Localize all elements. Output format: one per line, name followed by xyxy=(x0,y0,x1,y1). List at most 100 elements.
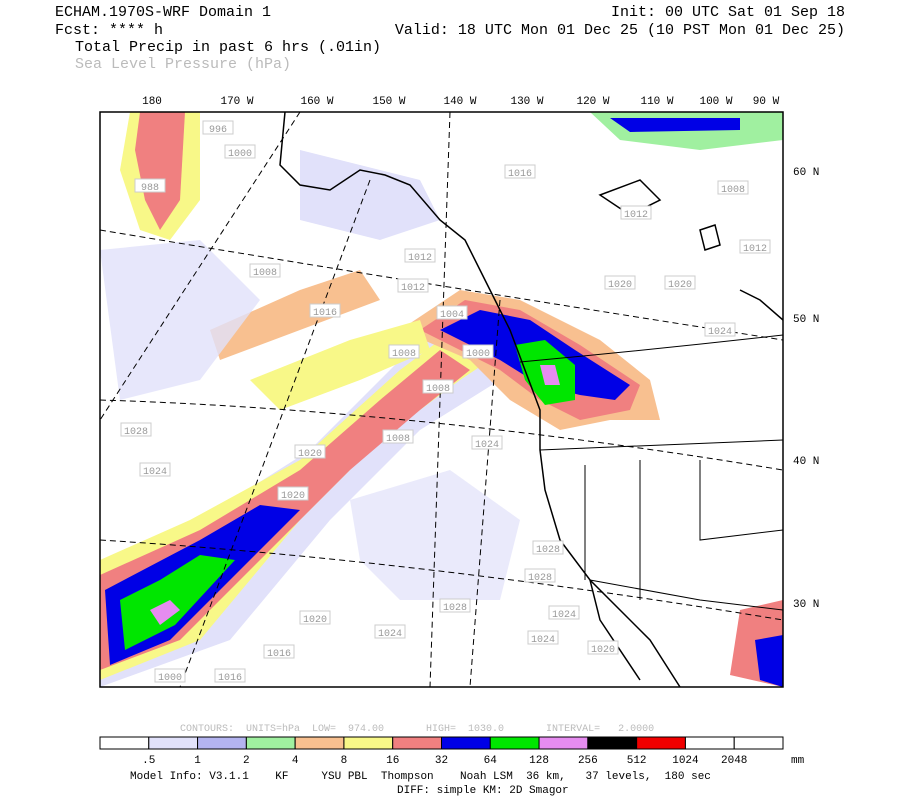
contour-label: 1008 xyxy=(253,268,277,279)
precip xyxy=(100,112,783,687)
contour-label-box xyxy=(374,624,406,639)
contour-label-box xyxy=(739,239,771,254)
contour-label-box xyxy=(471,435,503,450)
colorbar-swatch xyxy=(733,736,784,750)
colorbar-label: 8 xyxy=(341,755,348,767)
contour-label: 1016 xyxy=(267,649,291,660)
contour-label: 1024 xyxy=(552,610,576,621)
colorbar-swatch xyxy=(343,736,394,750)
colorbar-label: 2048 xyxy=(721,755,747,767)
contour-label-box xyxy=(214,668,246,683)
colorbar-label: 1 xyxy=(194,755,201,767)
field-precip: Total Precip in past 6 hrs (.01in) xyxy=(75,39,381,56)
longitude-label: 150 W xyxy=(372,96,405,108)
init-time: Init: 00 UTC Sat 01 Sep 18 xyxy=(611,4,845,21)
contour-label-box xyxy=(462,344,494,359)
contour-label-box xyxy=(664,275,696,290)
contour-label: 996 xyxy=(209,125,227,136)
longitude-label: 120 W xyxy=(576,96,609,108)
longitude-label: 100 W xyxy=(699,96,732,108)
borders xyxy=(519,334,783,611)
contour-label: 1012 xyxy=(743,244,767,255)
contour-label-box xyxy=(154,668,186,683)
colorbar-label: 32 xyxy=(435,755,448,767)
contour-label: 1020 xyxy=(668,280,692,291)
contour-label-box xyxy=(388,344,420,359)
contour-label-box xyxy=(717,180,749,195)
colorbar-label: 16 xyxy=(386,755,399,767)
latitude-label: 50 N xyxy=(793,314,819,326)
latitude-label: 30 N xyxy=(793,599,819,611)
contour-label: 1020 xyxy=(591,645,615,656)
contour-label-box xyxy=(620,205,652,220)
colorbar-swatch xyxy=(441,736,491,750)
footer-model: Model Info: V3.1.1 KF YSU PBL Thompson N… xyxy=(130,771,711,783)
colorbar-label: 256 xyxy=(578,755,598,767)
contour-label: 1024 xyxy=(378,629,402,640)
colorbar-swatch xyxy=(636,736,686,750)
colorbar-swatch xyxy=(538,736,589,750)
contour-label: 1016 xyxy=(313,308,337,319)
colorbar-label: 64 xyxy=(484,755,498,767)
contour-label-box xyxy=(504,164,536,179)
contour-label-box xyxy=(134,178,166,193)
contour-label: 1028 xyxy=(536,545,560,556)
forecast-hour: Fcst: **** h xyxy=(55,22,163,39)
colorbar-label: 512 xyxy=(627,755,647,767)
contour-label: 1000 xyxy=(158,673,182,684)
contour-label-box xyxy=(397,278,429,293)
contour-label: 1024 xyxy=(531,635,555,646)
contour-label-box xyxy=(120,422,152,437)
contour-label-box xyxy=(532,540,564,555)
contour-label: 1028 xyxy=(124,427,148,438)
colorbar-unit: mm xyxy=(791,755,805,767)
contour-label: 988 xyxy=(141,183,159,194)
contour-label-box xyxy=(524,568,556,583)
field-pressure: Sea Level Pressure (hPa) xyxy=(75,56,291,73)
coastline xyxy=(279,112,783,687)
contour-label-box xyxy=(249,263,281,278)
colorbar: .5 1 2 4 8 16 32 64 128 256 512 1024 2048 mm xyxy=(99,736,805,767)
colorbar-swatch xyxy=(294,736,345,750)
contour-label: 1016 xyxy=(218,673,242,684)
colorbar-label: 4 xyxy=(292,755,299,767)
contour-label-box xyxy=(382,429,414,444)
map: 996 1000 988 1016 1012 1008 1012 1012 1012 1020 10… xyxy=(99,111,784,688)
contour-label: 1008 xyxy=(721,185,745,196)
colorbar-swatch xyxy=(489,736,540,750)
longitude-label: 180 xyxy=(142,96,162,108)
contour-label-box xyxy=(604,275,636,290)
longitude-label: 160 W xyxy=(300,96,333,108)
contour-label: 1004 xyxy=(440,310,464,321)
contour-label-box xyxy=(277,486,309,501)
contour-label: 1012 xyxy=(624,210,648,221)
contour-label-box xyxy=(439,598,471,613)
contour-label: 1000 xyxy=(228,149,252,160)
contour-label-box xyxy=(548,605,580,620)
contour-label: 1028 xyxy=(528,573,552,584)
contour-label: 1020 xyxy=(303,615,327,626)
contour-label-box xyxy=(309,303,341,318)
contour-label: 1024 xyxy=(708,327,732,338)
contour-label-box xyxy=(224,144,256,159)
contour-label: 1008 xyxy=(426,384,450,395)
valid-time: Valid: 18 UTC Mon 01 Dec 25 (10 PST Mon … xyxy=(395,22,845,39)
longitude-label: 110 W xyxy=(640,96,673,108)
latitude-label: 60 N xyxy=(793,167,819,179)
longitude-label: 130 W xyxy=(510,96,543,108)
contour-label: 1020 xyxy=(298,449,322,460)
colorbar-swatch xyxy=(245,736,296,750)
colorbar-label: 2 xyxy=(243,755,250,767)
contour-label-box xyxy=(299,610,331,625)
contour-label: 1020 xyxy=(608,280,632,291)
footer-diff: DIFF: simple KM: 2D Smagor xyxy=(397,785,569,797)
contour-label: 1028 xyxy=(443,603,467,614)
map-frame xyxy=(99,111,784,688)
contour-label-box xyxy=(263,644,295,659)
contour-label-box xyxy=(202,120,234,135)
contour-label: 1024 xyxy=(143,467,167,478)
latitude-label: 40 N xyxy=(793,456,819,468)
contour-label: 1012 xyxy=(408,253,432,264)
contour-label-box xyxy=(139,462,171,477)
